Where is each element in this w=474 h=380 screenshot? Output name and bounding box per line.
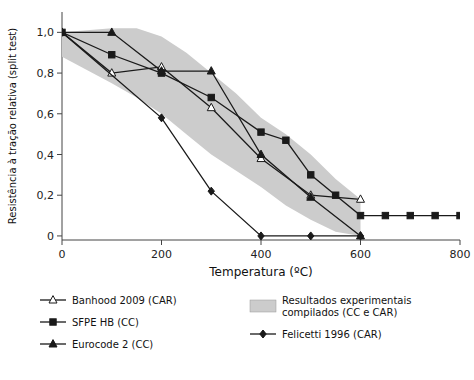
point	[109, 52, 115, 58]
point	[207, 103, 215, 110]
point	[332, 192, 338, 198]
point	[357, 232, 365, 239]
x-tick	[62, 240, 63, 245]
y-tick-label: 0,6	[37, 108, 55, 121]
x-tick-label: 400	[251, 248, 272, 261]
x-tick-label: 600	[350, 248, 371, 261]
y-tick	[57, 235, 62, 236]
point	[308, 232, 314, 240]
legend-item: Banhood 2009 (CAR)	[40, 295, 177, 306]
point	[307, 193, 315, 200]
point	[207, 67, 215, 74]
line	[62, 32, 460, 215]
y-tick	[57, 113, 62, 114]
point	[382, 212, 388, 218]
point	[308, 172, 314, 178]
x-tick-label: 0	[59, 248, 66, 261]
series-line	[62, 29, 460, 219]
point	[357, 232, 363, 240]
y-tick-label: 0,2	[37, 189, 55, 202]
point	[283, 137, 289, 143]
series-line	[62, 28, 365, 202]
legend-label: Eurocode 2 (CC)	[72, 339, 153, 350]
y-axis-label: Resistência à tração relativa (split tes…	[7, 28, 18, 224]
point	[407, 212, 413, 218]
legend-label: Resultados experimentaiscompilados (CC e…	[282, 295, 411, 318]
x-tick	[460, 240, 461, 245]
point	[62, 28, 66, 35]
y-axis: 0 0,2 0,4 0,6 0,8 1,0	[37, 12, 63, 243]
x-tick-label: 800	[450, 248, 471, 261]
series-line	[62, 28, 364, 240]
series-line	[62, 28, 365, 239]
y-tick	[57, 154, 62, 155]
point	[457, 212, 460, 218]
legend-item: Resultados experimentaiscompilados (CC e…	[250, 295, 411, 318]
x-tick-label: 200	[151, 248, 172, 261]
legend-label-line: Banhood 2009 (CAR)	[72, 295, 177, 306]
legend-swatch	[250, 300, 276, 312]
legend-item: SFPE HB (CC)	[40, 317, 139, 328]
point	[62, 28, 65, 36]
legend-label-line: compilados (CC e CAR)	[282, 307, 397, 318]
legend-marker	[50, 319, 56, 325]
legend-label: Felicetti 1996 (CAR)	[282, 329, 382, 340]
y-tick-label: 0	[47, 230, 54, 243]
x-tick	[360, 240, 361, 245]
point	[432, 212, 438, 218]
y-tick-label: 1,0	[37, 26, 55, 39]
point	[357, 195, 365, 202]
y-tick-label: 0,4	[37, 149, 55, 162]
y-tick	[57, 73, 62, 74]
legend-item: Felicetti 1996 (CAR)	[250, 329, 382, 340]
point	[257, 150, 265, 157]
y-tick-label: 0,8	[37, 67, 55, 80]
legend-label: Banhood 2009 (CAR)	[72, 295, 177, 306]
band-area	[62, 28, 361, 236]
legend-item: Eurocode 2 (CC)	[40, 339, 153, 350]
legend-marker	[260, 330, 266, 338]
x-axis-label: Temperatura (ºC)	[208, 265, 312, 279]
line	[62, 32, 361, 236]
plot-area	[62, 28, 460, 240]
legend-marker	[49, 296, 57, 303]
x-tick	[261, 240, 262, 245]
point	[158, 114, 164, 122]
point	[62, 28, 66, 35]
point	[158, 67, 166, 74]
legend-label-line: Felicetti 1996 (CAR)	[282, 329, 382, 340]
point	[108, 28, 116, 35]
legend-label-line: SFPE HB (CC)	[72, 317, 139, 328]
x-axis: 0 200 400 600 800	[59, 240, 471, 261]
point	[258, 232, 264, 240]
point	[357, 212, 363, 218]
point	[208, 94, 214, 100]
x-tick	[161, 240, 162, 245]
y-tick	[57, 195, 62, 196]
point	[258, 129, 264, 135]
legend-marker	[49, 340, 57, 347]
chart: 0 200 400 600 800 0 0,2 0,4 0,6 0,8 1,0 Temperatura…	[0, 0, 474, 380]
y-tick	[57, 32, 62, 33]
point	[208, 187, 214, 195]
legend-label-line: Eurocode 2 (CC)	[72, 339, 153, 350]
line	[62, 32, 361, 236]
legend: Banhood 2009 (CAR) SFPE HB (CC) Eurocode 2…	[40, 295, 411, 350]
legend-label: SFPE HB (CC)	[72, 317, 139, 328]
legend-label-line: Resultados experimentais	[282, 295, 411, 306]
line	[62, 32, 361, 199]
